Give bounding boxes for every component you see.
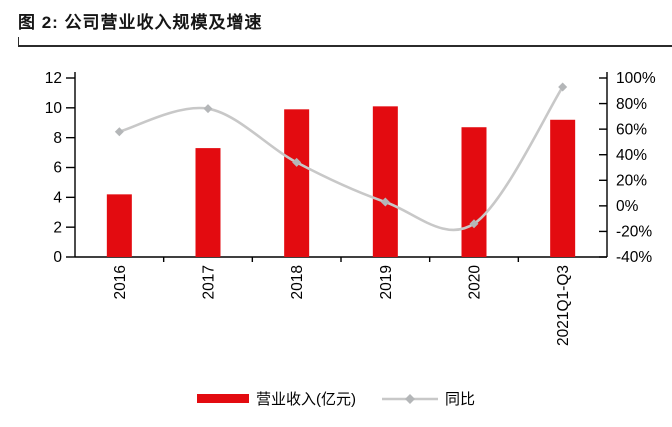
bar-2020 [461,127,487,257]
right-axis-ticks: -40% -20% 0% 20% 40% 60% 80% 100% [599,70,656,266]
svg-text:2016: 2016 [112,265,129,299]
axes [74,72,608,258]
svg-text:0%: 0% [616,198,639,215]
svg-text:100%: 100% [616,70,656,87]
svg-text:2018: 2018 [289,265,306,299]
svg-text:2019: 2019 [378,265,395,299]
marker-2018 [292,157,302,167]
marker-2017 [203,104,213,114]
bar-2017 [195,148,221,257]
svg-text:80%: 80% [616,96,647,113]
svg-text:2: 2 [53,219,62,236]
svg-text:60%: 60% [616,121,647,138]
bar-2018 [284,109,310,257]
svg-text:8: 8 [53,130,62,147]
revenue-bars [106,106,576,258]
legend-label-yoy: 同比 [444,391,475,408]
bar-2019 [372,106,398,257]
chart-legend: 营业收入(亿元) 同比 [0,388,672,409]
svg-text:12: 12 [45,70,62,87]
table-border-tick [18,37,19,45]
bar-2016 [106,194,132,257]
svg-text:20%: 20% [616,172,647,189]
marker-2019 [380,197,390,207]
legend-item-yoy: 同比 [381,388,475,409]
marker-2020 [469,219,479,229]
svg-text:4: 4 [53,190,62,207]
bar-2021Q1-Q3 [550,119,576,258]
yoy-line-swatch [381,393,438,404]
svg-text:6: 6 [53,160,62,177]
yoy-line [118,86,564,232]
svg-text:10: 10 [45,100,63,117]
svg-text:40%: 40% [616,147,647,164]
left-axis-ticks: 0 2 4 6 8 10 12 [45,70,75,266]
legend-item-revenue: 营业收入(亿元) [196,388,356,409]
svg-text:-20%: -20% [616,224,652,241]
marker-2021Q1-Q3 [558,82,568,92]
svg-text:0: 0 [53,249,62,266]
marker-2016 [114,127,124,137]
figure-title: 图 2: 公司营业收入规模及增速 [18,13,263,32]
x-axis-ticks [162,257,520,262]
diamond-marker-icon [404,393,415,404]
svg-text:-40%: -40% [616,249,652,266]
svg-text:2021Q1-Q3: 2021Q1-Q3 [555,265,572,346]
svg-text:2020: 2020 [467,265,484,300]
title-underline [18,45,672,47]
legend-label-revenue: 营业收入(亿元) [255,391,356,408]
x-axis-labels: 2016 2017 2018 2019 2020 2021Q1-Q3 [112,265,572,346]
revenue-bar-swatch [196,394,249,403]
yoy-markers [114,82,568,229]
svg-text:2017: 2017 [201,265,218,299]
